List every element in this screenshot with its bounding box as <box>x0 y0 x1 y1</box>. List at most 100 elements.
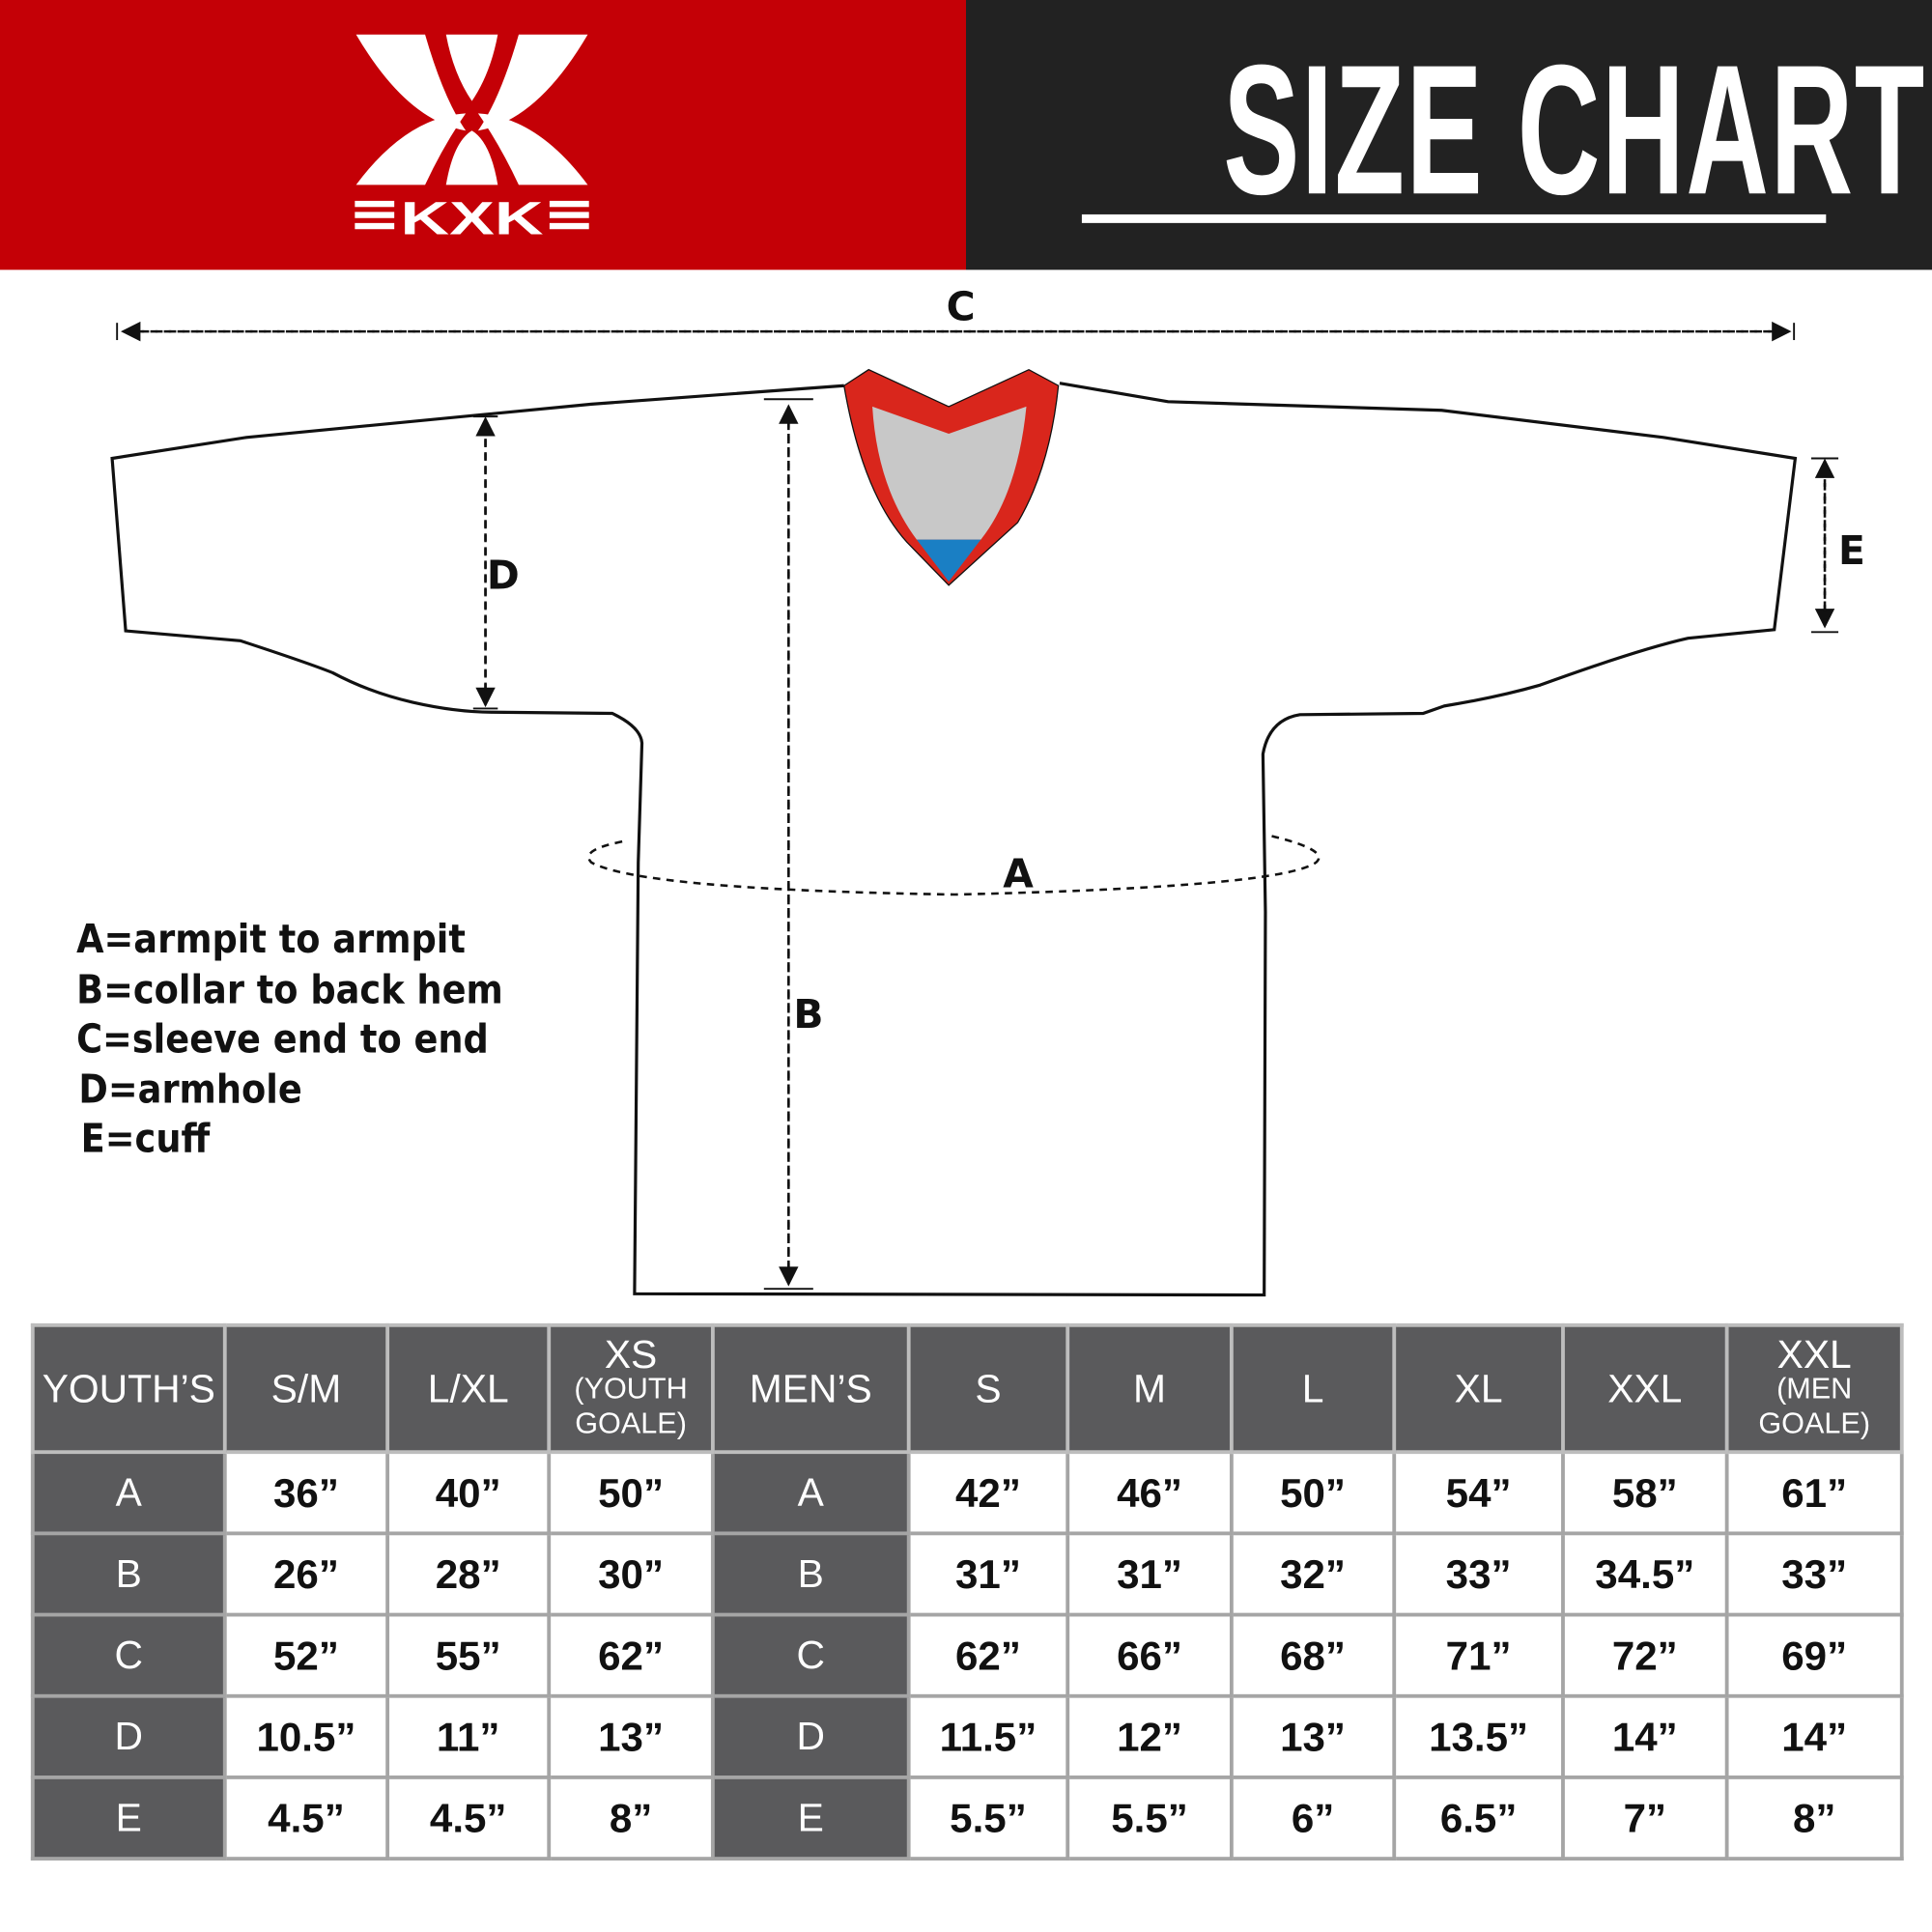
table-cell: 50” <box>547 1450 715 1536</box>
table-cell: 46” <box>1065 1450 1234 1536</box>
row-label-men: A <box>710 1450 911 1536</box>
table-row: B 26” 28” 30” B 31” 31” 32” 33” 34.5” 33” <box>30 1531 1904 1617</box>
table-cell: 6” <box>1229 1776 1397 1861</box>
table-cell: 68” <box>1229 1612 1397 1698</box>
column-header-sublabel: (MEN GOALE) <box>1758 1372 1871 1441</box>
table-cell: 34.5” <box>1561 1531 1729 1617</box>
table-cell: 62” <box>906 1612 1070 1698</box>
title-underline <box>1081 213 1827 223</box>
row-label-men: E <box>710 1776 911 1861</box>
table-cell: 33” <box>1392 1531 1565 1617</box>
table-cell: 61” <box>1724 1450 1904 1536</box>
table-header-row: YOUTH’S S/M L/XL XS (YOUTH GOALE) MEN’S S M L XL X… <box>30 1322 1904 1455</box>
column-header-men-size: M <box>1065 1322 1234 1455</box>
table-cell: 10.5” <box>222 1693 390 1779</box>
row-label-youth: A <box>30 1450 227 1536</box>
legend-item: E=cuff <box>80 1115 211 1162</box>
table-cell: 33” <box>1724 1531 1904 1617</box>
label-e: E <box>1838 526 1865 575</box>
jersey-outline <box>110 382 1798 1297</box>
jersey-diagram <box>110 321 1839 1297</box>
table-cell: 8” <box>547 1776 715 1861</box>
table-cell: 14” <box>1724 1693 1904 1779</box>
table-cell: 5.5” <box>906 1776 1070 1861</box>
table-row: A 36” 40” 50” A 42” 46” 50” 54” 58” 61” <box>30 1450 1904 1536</box>
column-header-men-size: XL <box>1392 1322 1565 1455</box>
table-cell: 5.5” <box>1065 1776 1234 1861</box>
column-header-label: YOUTH’S <box>42 1366 215 1411</box>
column-header-men-size: S <box>906 1322 1070 1455</box>
column-header-label: M <box>1133 1366 1167 1411</box>
table-cell: 42” <box>906 1450 1070 1536</box>
logo-text: KXK <box>401 192 544 244</box>
table-cell: 58” <box>1561 1450 1729 1536</box>
table-cell: 26” <box>222 1531 390 1617</box>
column-header-label: S <box>975 1366 1002 1411</box>
table-cell: 12” <box>1065 1693 1234 1779</box>
table-cell: 40” <box>385 1450 552 1536</box>
legend-item: C=sleeve end to end <box>76 1015 489 1063</box>
table-cell: 11” <box>385 1693 552 1779</box>
kxk-logo-icon: KXK <box>355 34 589 244</box>
table-cell: 62” <box>547 1612 715 1698</box>
table-cell: 8” <box>1724 1776 1904 1861</box>
column-header-label: S/M <box>270 1366 342 1411</box>
table-cell: 69” <box>1724 1612 1904 1698</box>
label-b: B <box>793 990 824 1037</box>
measurement-legend: A=armpit to armpit B=collar to back hem … <box>76 914 503 1163</box>
row-label-youth: D <box>30 1693 227 1779</box>
table-cell: 30” <box>547 1531 715 1617</box>
column-header-label: XXL <box>1607 1366 1683 1411</box>
table-cell: 13” <box>1229 1693 1397 1779</box>
table-cell: 13.5” <box>1392 1693 1565 1779</box>
men-header: MEN’S <box>710 1322 911 1455</box>
column-header-label: MEN’S <box>749 1366 872 1411</box>
column-header-men-size: XXL (MEN GOALE) <box>1724 1322 1904 1455</box>
column-header-label: XS <box>604 1331 658 1377</box>
size-table: YOUTH’S S/M L/XL XS (YOUTH GOALE) MEN’S S M L XL X… <box>30 1322 1904 1861</box>
label-a: A <box>1003 850 1034 897</box>
table-cell: 4.5” <box>385 1776 552 1861</box>
column-header-youth-size: XS (YOUTH GOALE) <box>547 1322 715 1455</box>
table-cell: 31” <box>1065 1531 1234 1617</box>
row-label-youth: E <box>30 1776 227 1861</box>
legend-item: B=collar to back hem <box>76 965 503 1012</box>
column-header-men-size: L <box>1229 1322 1397 1455</box>
column-header-label: XXL <box>1776 1331 1852 1377</box>
table-cell: 66” <box>1065 1612 1234 1698</box>
table-row: C 52” 55” 62” C 62” 66” 68” 71” 72” 69” <box>30 1612 1904 1698</box>
row-label-youth: C <box>30 1612 227 1698</box>
table-cell: 11.5” <box>906 1693 1070 1779</box>
table-cell: 32” <box>1229 1531 1397 1617</box>
header-brand-panel: KXK <box>0 0 966 270</box>
table-cell: 71” <box>1392 1612 1565 1698</box>
table-row: E 4.5” 4.5” 8” E 5.5” 5.5” 6” 6.5” 7” 8” <box>30 1776 1904 1861</box>
column-header-men-size: XXL <box>1561 1322 1729 1455</box>
table-cell: 54” <box>1392 1450 1565 1536</box>
table-cell: 50” <box>1229 1450 1397 1536</box>
table-cell: 31” <box>906 1531 1070 1617</box>
label-c: C <box>946 283 976 330</box>
column-header-label: XL <box>1454 1366 1503 1411</box>
column-header-youth-size: S/M <box>222 1322 390 1455</box>
table-cell: 13” <box>547 1693 715 1779</box>
table-cell: 36” <box>222 1450 390 1536</box>
table-cell: 14” <box>1561 1693 1729 1779</box>
table-cell: 7” <box>1561 1776 1729 1861</box>
table-cell: 52” <box>222 1612 390 1698</box>
table-cell: 72” <box>1561 1612 1729 1698</box>
row-label-youth: B <box>30 1531 227 1617</box>
legend-item: D=armhole <box>78 1065 302 1113</box>
row-label-men: B <box>710 1531 911 1617</box>
column-header-youth-size: L/XL <box>385 1322 552 1455</box>
column-header-label: L <box>1301 1366 1324 1411</box>
table-cell: 28” <box>385 1531 552 1617</box>
column-header-sublabel: (YOUTH GOALE) <box>574 1372 688 1441</box>
column-header-label: L/XL <box>427 1366 509 1411</box>
table-cell: 4.5” <box>222 1776 390 1861</box>
label-d: D <box>486 552 520 599</box>
collar <box>843 368 1060 586</box>
youth-header: YOUTH’S <box>30 1322 227 1455</box>
table-row: D 10.5” 11” 13” D 11.5” 12” 13” 13.5” 14” 14” <box>30 1693 1904 1779</box>
